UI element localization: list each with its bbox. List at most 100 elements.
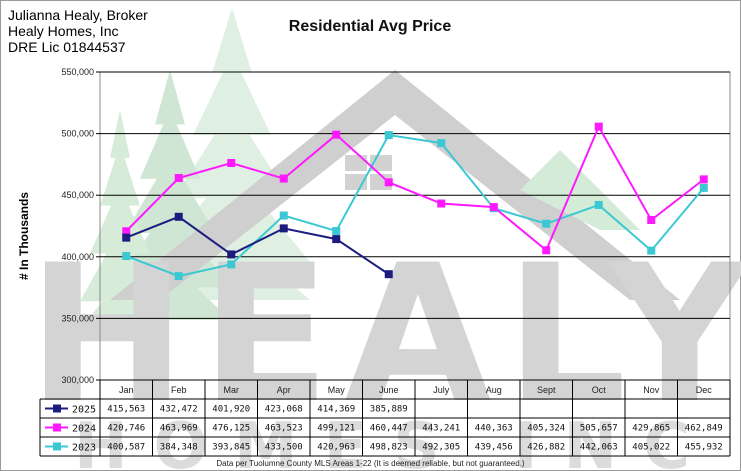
series-2025 (122, 212, 393, 279)
watermark-arrow (520, 150, 640, 230)
data-point-2023 (699, 183, 708, 192)
legend-label-2025: 2025 (72, 405, 96, 416)
data-point-2025 (122, 233, 131, 242)
data-point-2023 (332, 226, 341, 235)
watermark-window (345, 155, 367, 171)
table-cell: 429,865 (632, 424, 670, 434)
table-cell: 405,022 (632, 443, 670, 453)
table-cell: 505,657 (580, 424, 618, 434)
x-category-label: Sept (537, 385, 556, 395)
table-cell: 498,823 (370, 443, 408, 453)
table-cell: 443,241 (422, 424, 460, 434)
data-point-2025 (384, 270, 393, 279)
table-cell: 415,563 (107, 405, 145, 415)
data-point-2024 (489, 203, 498, 212)
series-lines (122, 122, 708, 281)
x-category-label: Aug (486, 385, 502, 395)
legend-label-2023: 2023 (72, 443, 96, 454)
data-point-2023 (384, 131, 393, 140)
data-point-2024 (594, 122, 603, 131)
legend-label-2024: 2024 (72, 424, 96, 435)
table-cell: 433,500 (265, 443, 303, 453)
x-category-label: Dec (696, 385, 713, 395)
series-line-2023 (125, 133, 705, 278)
company-name: Healy Homes, Inc (8, 23, 119, 39)
table-cell: 400,587 (107, 443, 145, 453)
series-line-2025 (125, 215, 390, 276)
table-cell: 476,125 (212, 424, 250, 434)
x-category-label: July (433, 385, 450, 395)
data-point-2024 (542, 246, 551, 255)
series-2023 (122, 131, 708, 281)
x-category-label: Apr (277, 385, 291, 395)
y-tick-label: 500,000 (61, 129, 94, 139)
data-point-2024 (699, 175, 708, 184)
x-category-label: May (328, 385, 346, 395)
chart-title: Residential Avg Price (288, 18, 452, 35)
broker-name: Julianna Healy, Broker (8, 7, 148, 23)
table-cell: 463,523 (265, 424, 303, 434)
y-tick-label: 350,000 (61, 313, 94, 323)
table-cell: 393,845 (212, 443, 250, 453)
data-point-2024 (437, 199, 446, 208)
series-line-2024 (125, 124, 705, 252)
table-cell: 384,348 (160, 443, 198, 453)
table-cell: 442,063 (580, 443, 618, 453)
table-cell: 463,969 (160, 424, 198, 434)
y-tick-label: 550,000 (61, 67, 94, 77)
x-category-label: Oct (592, 385, 607, 395)
legend-marker-2023 (53, 442, 61, 451)
data-source-note: Data per Tuolumne County MLS Areas 1-22 … (216, 459, 525, 468)
table-cell: 385,889 (370, 405, 408, 415)
data-point-2023 (122, 252, 131, 261)
table-cell: 460,447 (370, 424, 408, 434)
data-point-2023 (437, 139, 446, 148)
data-point-2024 (174, 173, 183, 182)
table-cell: 439,456 (475, 443, 513, 453)
data-point-2024 (227, 159, 236, 168)
table-cell: 440,363 (475, 424, 513, 434)
legend-marker-2024 (53, 423, 61, 432)
table-cell: 423,068 (265, 405, 303, 415)
watermark-text-homes: HOMES INC (74, 410, 716, 471)
table-cell: 426,882 (527, 443, 565, 453)
data-table: Jan Feb Mar Apr May June July Aug Sept Oct Nov Dec 2… (39, 380, 731, 457)
y-tick-labels: 300,000 350,000 400,000 450,000 500,000 550,0… (61, 67, 94, 385)
table-cell: 401,920 (212, 405, 250, 415)
x-category-label: Nov (643, 385, 660, 395)
watermark-text-healy: HEALY (28, 224, 741, 445)
data-point-2024 (647, 216, 656, 225)
y-tick-label: 300,000 (61, 375, 94, 385)
table-cell: 492,305 (422, 443, 460, 453)
x-category-label: June (379, 385, 399, 395)
table-cell: 420,746 (107, 424, 145, 434)
x-category-label: Jan (119, 385, 134, 395)
y-tick-label: 400,000 (61, 252, 94, 262)
license-number: DRE Lic 01844537 (8, 39, 126, 55)
table-cell: 462,849 (685, 424, 723, 434)
table-cell: 420,963 (317, 443, 355, 453)
legend-marker-2025 (53, 404, 61, 413)
y-tick-label: 450,000 (61, 190, 94, 200)
data-point-2025 (279, 224, 288, 233)
x-category-label: Feb (171, 385, 187, 395)
data-point-2024 (384, 178, 393, 187)
data-point-2023 (174, 272, 183, 281)
table-cell: 455,932 (685, 443, 723, 453)
data-point-2025 (227, 250, 236, 259)
table-cell: 499,121 (317, 424, 355, 434)
data-point-2023 (279, 211, 288, 220)
data-point-2023 (594, 200, 603, 209)
watermark-roof (110, 70, 680, 300)
data-point-2025 (332, 235, 341, 244)
data-point-2024 (279, 174, 288, 183)
data-point-2023 (647, 246, 656, 255)
x-category-label: Mar (224, 385, 240, 395)
series-2024 (122, 122, 708, 255)
broker-info: Julianna Healy, Broker Healy Homes, Inc … (8, 7, 148, 55)
data-point-2023 (542, 219, 551, 228)
table-cell: 414,369 (317, 405, 355, 415)
table-cell: 405,324 (527, 424, 565, 434)
